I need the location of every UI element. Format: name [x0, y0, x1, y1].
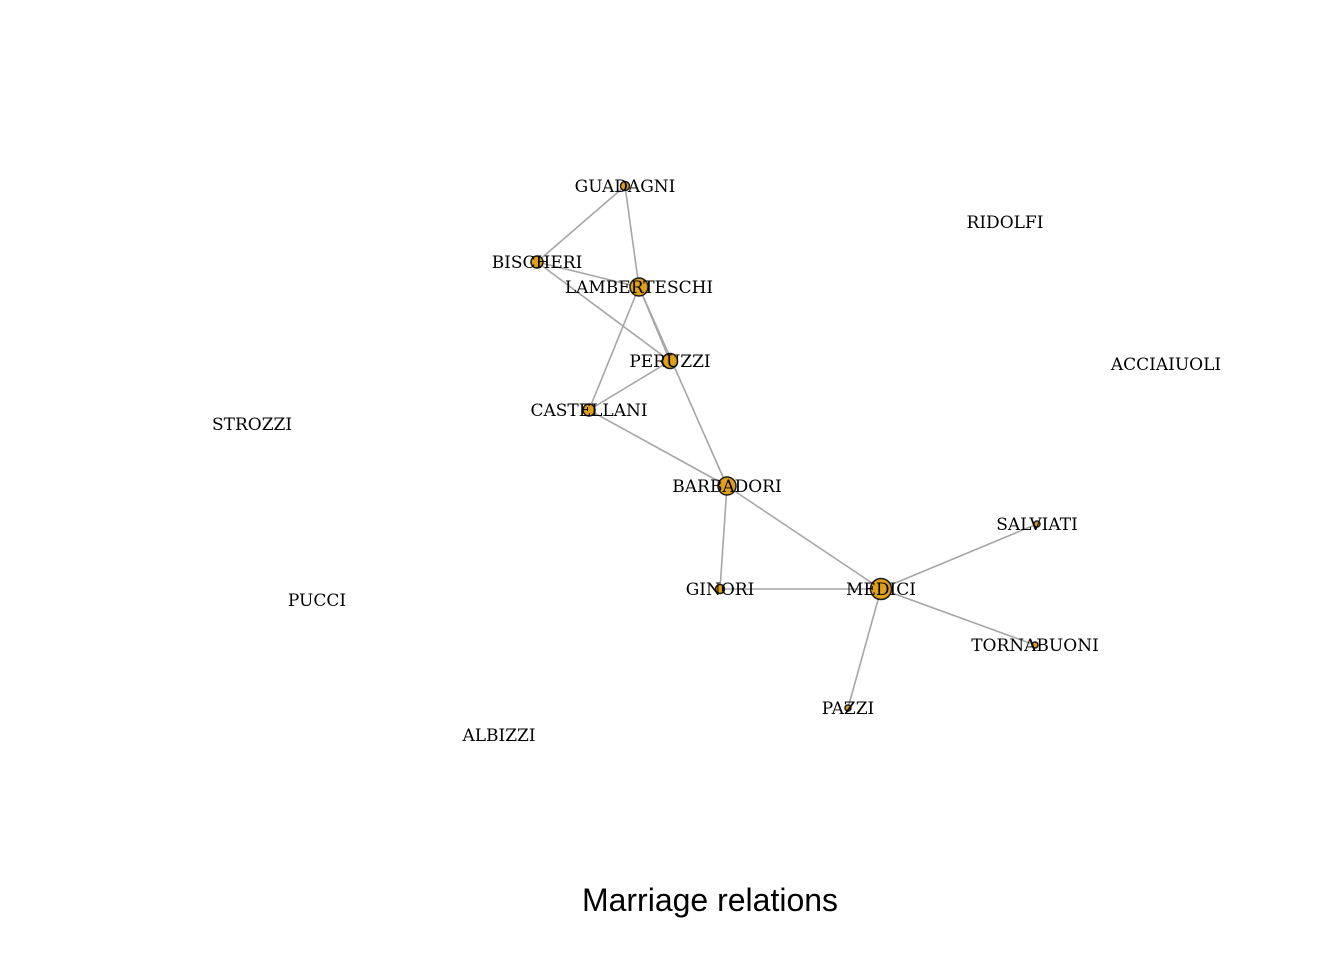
- edge-medici-salviati: [880, 523, 1038, 590]
- edge-castellani-barbadori: [588, 409, 728, 487]
- edge-guadagni-lamberteschi: [624, 185, 640, 288]
- node-label-albizzi: ALBIZZI: [461, 726, 535, 746]
- edge-bischeri-peruzzi: [536, 261, 671, 362]
- node-label-salviati: SALVIATI: [996, 515, 1078, 535]
- node-label-medici: MEDICI: [846, 580, 916, 600]
- label-layer: GUADAGNI RIDOLFI BISCHERI LAMBERTESCHI ACCIA…: [212, 177, 1221, 746]
- node-peruzzi: [661, 352, 679, 370]
- edge-layer: [536, 185, 1038, 709]
- edge-lamberteschi-barbadori: [638, 286, 728, 487]
- node-bischeri: [530, 255, 544, 269]
- node-medici: [869, 577, 893, 601]
- node-lamberteschi: [629, 277, 649, 297]
- node-label-bischeri: BISCHERI: [492, 253, 583, 273]
- node-label-lamberteschi: LAMBERTESCHI: [565, 278, 713, 298]
- node-castellani: [582, 403, 596, 417]
- node-barbadori: [717, 476, 737, 496]
- edge-barbadori-ginori: [719, 485, 728, 590]
- node-label-tornabuoni: TORNABUONI: [971, 636, 1099, 656]
- edge-guadagni-bischeri: [536, 185, 626, 263]
- edge-lamberteschi-castellani: [588, 286, 640, 411]
- node-guadagni: [619, 180, 631, 192]
- graph-title: Marriage relations: [582, 882, 838, 918]
- node-label-pucci: PUCCI: [288, 591, 346, 611]
- node-label-guadagni: GUADAGNI: [575, 177, 676, 197]
- edge-barbadori-medici: [726, 485, 882, 590]
- node-label-strozzi: STROZZI: [212, 415, 292, 435]
- node-label-peruzzi: PERUZZI: [629, 352, 710, 372]
- edge-medici-tornabuoni: [880, 588, 1036, 646]
- edge-peruzzi-castellani: [588, 360, 671, 411]
- node-label-ridolfi: RIDOLFI: [967, 213, 1044, 233]
- node-pazzi: [844, 704, 852, 712]
- node-label-castellani: CASTELLANI: [530, 401, 647, 421]
- node-label-acciaiuoli: ACCIAIUOLI: [1110, 355, 1221, 375]
- node-label-pazzi: PAZZI: [822, 699, 875, 719]
- edge-medici-pazzi: [847, 588, 882, 709]
- edge-bischeri-lamberteschi: [536, 261, 640, 288]
- node-tornabuoni: [1031, 641, 1039, 649]
- node-label-ginori: GINORI: [686, 580, 755, 600]
- node-ginori: [714, 583, 726, 595]
- node-label-barbadori: BARBADORI: [672, 477, 781, 497]
- node-layer: [530, 180, 1041, 712]
- node-salviati: [1033, 520, 1041, 528]
